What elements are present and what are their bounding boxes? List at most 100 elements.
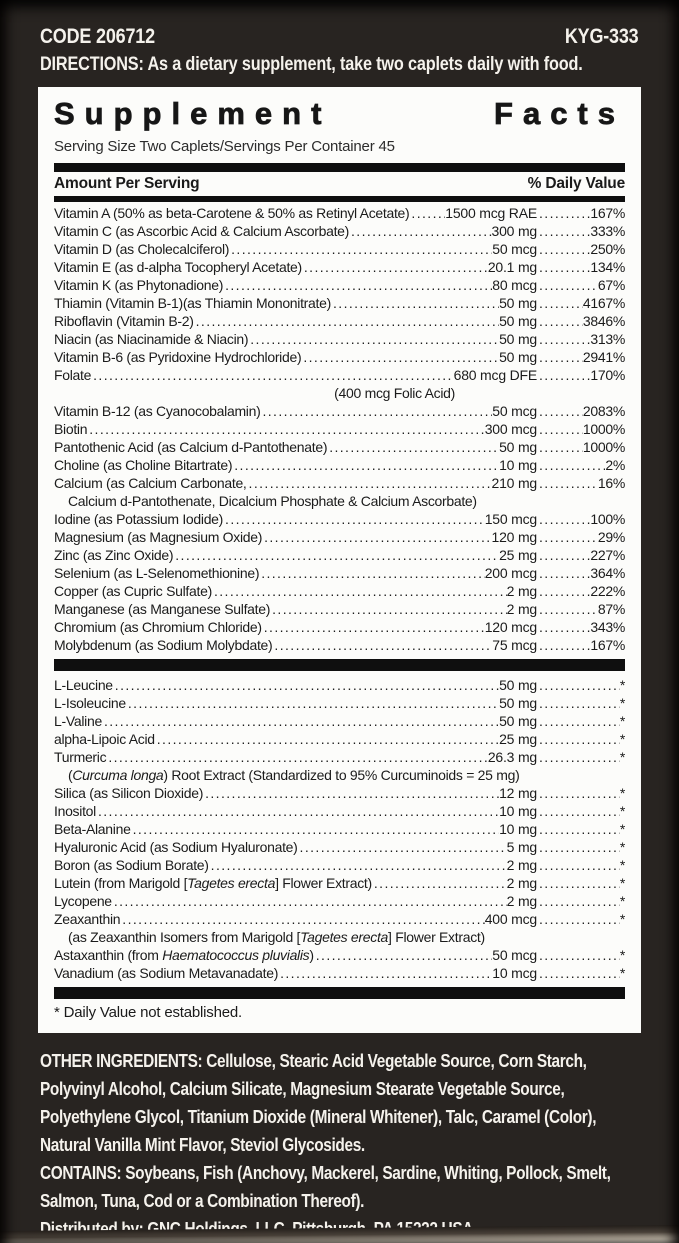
nutrient-subline: Calcium d-Pantothenate, Dicalcium Phosph… (68, 493, 477, 509)
dot-leader: ........................................… (411, 205, 445, 221)
nutrient-daily-value: 2% (605, 457, 625, 473)
nutrient-dv-cell: ........................................… (537, 204, 625, 222)
nutrient-dv-cell: ........................................… (537, 240, 625, 258)
nutrient-row: Magnesium (as Magnesium Oxide)..........… (54, 528, 625, 546)
nutrient-row: Vitamin B-12 (as Cyanocobalamin)........… (54, 402, 625, 420)
dot-leader: ........................................… (156, 731, 500, 747)
dot-leader: ........................................… (262, 403, 492, 419)
nutrient-row: Molybdenum (as Sodium Molybdate)........… (54, 636, 625, 654)
nutrient-name: Magnesium (as Magnesium Oxide) (54, 529, 263, 545)
dot-leader: ........................................… (175, 547, 499, 563)
dot-leader: ........................................… (539, 731, 620, 747)
nutrient-subline: (as Zeaxanthin Isomers from Marigold [Ta… (68, 929, 485, 945)
directions-text: As a dietary supplement, take two caplet… (147, 54, 583, 75)
nutrient-dv-cell: ........................................… (537, 402, 625, 420)
dot-leader: ........................................… (332, 295, 499, 311)
dot-leader: ........................................… (539, 749, 620, 765)
nutrient-name: Iodine (as Potassium Iodide) (54, 511, 224, 527)
nutrient-daily-value: 67% (597, 277, 625, 293)
nutrient-dv-cell: ........................................… (537, 676, 625, 694)
nutrient-amount: 50 mcg (492, 403, 537, 419)
nutrient-table-main: Vitamin A (50% as beta-Carotene & 50% as… (54, 202, 625, 656)
package-footer-text: OTHER INGREDIENTS: Cellulose, Stearic Ac… (40, 1047, 639, 1243)
nutrient-row: Lutein (from Marigold [Tagetes erecta] F… (54, 874, 625, 892)
nutrient-daily-value: * (619, 965, 625, 981)
dot-leader: ........................................… (539, 713, 620, 729)
nutrient-daily-value: * (619, 713, 625, 729)
dot-leader: ........................................… (210, 857, 507, 873)
dot-leader: ........................................… (539, 331, 591, 347)
nutrient-name: Niacin (as Niacinamide & Niacin) (54, 331, 249, 347)
nutrient-dv-cell: ........................................… (537, 838, 625, 856)
nutrient-row: Manganese (as Manganese Sulfate)........… (54, 600, 625, 618)
nutrient-row: Chromium (as Chromium Chloride).........… (54, 618, 625, 636)
dot-leader: ........................................… (93, 367, 453, 383)
nutrient-daily-value: * (619, 947, 625, 963)
nutrient-dv-cell: ........................................… (537, 910, 625, 928)
nutrient-name: Hyaluronic Acid (as Sodium Hyaluronate) (54, 839, 298, 855)
nutrient-daily-value: 87% (597, 601, 625, 617)
nutrient-daily-value: 333% (590, 223, 625, 239)
nutrient-name: Vitamin C (as Ascorbic Acid & Calcium As… (54, 223, 350, 239)
nutrient-daily-value: * (619, 695, 625, 711)
nutrient-name: Molybdenum (as Sodium Molybdate) (54, 637, 273, 653)
nutrient-row: Zeaxanthin..............................… (54, 910, 625, 928)
nutrient-amount: 50 mg (499, 295, 537, 311)
nutrient-daily-value: * (619, 893, 625, 909)
nutrient-daily-value: 3846% (582, 313, 625, 329)
nutrient-name: Folate (54, 367, 92, 383)
dot-leader: ........................................… (539, 637, 591, 653)
dot-leader: ........................................… (539, 529, 598, 545)
dot-leader: ........................................… (539, 349, 583, 365)
nutrient-row: Selenium (as L-Selenomethionine)........… (54, 564, 625, 582)
nutrient-dv-cell: ........................................… (537, 546, 625, 564)
nutrient-amount: 120 mg (491, 529, 538, 545)
contains-text: Soybeans, Fish (Anchovy, Mackerel, Sardi… (40, 1163, 611, 1211)
nutrient-row: Inositol................................… (54, 802, 625, 820)
daily-value-footnote: * Daily Value not established. (54, 1004, 243, 1021)
nutrient-name: Chromium (as Chromium Chloride) (54, 619, 262, 635)
nutrient-name: Silica (as Silicon Dioxide) (54, 785, 204, 801)
nutrient-daily-value: 4167% (582, 295, 625, 311)
nutrient-row: Vitamin D (as Cholecalciferol)..........… (54, 240, 625, 258)
nutrient-dv-cell: ........................................… (537, 784, 625, 802)
nutrient-row: alpha-Lipoic Acid.......................… (54, 730, 625, 748)
nutrient-dv-cell: ........................................… (537, 964, 625, 982)
nutrient-name: Vitamin B-6 (as Pyridoxine Hydrochloride… (54, 349, 302, 365)
nutrient-name: Thiamin (Vitamin B-1)(as Thiamin Mononit… (54, 295, 331, 311)
nutrient-amount: 400 mcg (484, 911, 537, 927)
dot-leader: ........................................… (539, 259, 591, 275)
supplement-facts-panel: Supplement Facts Serving Size Two Caplet… (38, 87, 641, 1033)
nutrient-row: L-Valine................................… (54, 712, 625, 730)
nutrient-dv-cell: ........................................… (537, 258, 625, 276)
dot-leader: ........................................… (539, 785, 620, 801)
nutrient-dv-cell: ........................................… (537, 946, 625, 964)
nutrient-dv-cell: ........................................… (537, 618, 625, 636)
daily-value-header: % Daily Value (527, 175, 626, 192)
dot-leader: ........................................… (315, 947, 493, 963)
nutrient-dv-cell: ........................................… (537, 366, 625, 384)
nutrient-amount: 10 mg (499, 821, 537, 837)
nutrient-row: Thiamin (Vitamin B-1)(as Thiamin Mononit… (54, 294, 625, 312)
dot-leader: ........................................… (248, 475, 492, 491)
dot-leader: ........................................… (299, 839, 507, 855)
nutrient-name: Copper (as Cupric Sulfate) (54, 583, 212, 599)
dot-leader: ........................................… (539, 695, 620, 711)
nutrient-amount: 2 mg (506, 583, 538, 599)
dot-leader: ........................................… (303, 259, 488, 275)
dot-leader: ........................................… (539, 839, 620, 855)
nutrient-daily-value: * (619, 785, 625, 801)
nutrient-name: Selenium (as L-Selenomethionine) (54, 565, 260, 581)
nutrient-amount: 25 mg (499, 731, 537, 747)
nutrient-row: Zinc (as Zinc Oxide)....................… (54, 546, 625, 564)
nutrient-amount: 1500 mcg RAE (445, 205, 537, 221)
product-code: CODE 206712 (40, 25, 155, 48)
nutrient-amount: 80 mcg (492, 277, 537, 293)
nutrient-name: Boron (as Sodium Borate) (54, 857, 209, 873)
nutrient-dv-cell: ........................................… (537, 330, 625, 348)
dot-leader: ........................................… (539, 421, 583, 437)
dot-leader: ........................................… (539, 601, 598, 617)
nutrient-name: Vitamin K (as Phytonadione) (54, 277, 224, 293)
dot-leader: ........................................… (264, 529, 492, 545)
dot-leader: ........................................… (274, 637, 492, 653)
